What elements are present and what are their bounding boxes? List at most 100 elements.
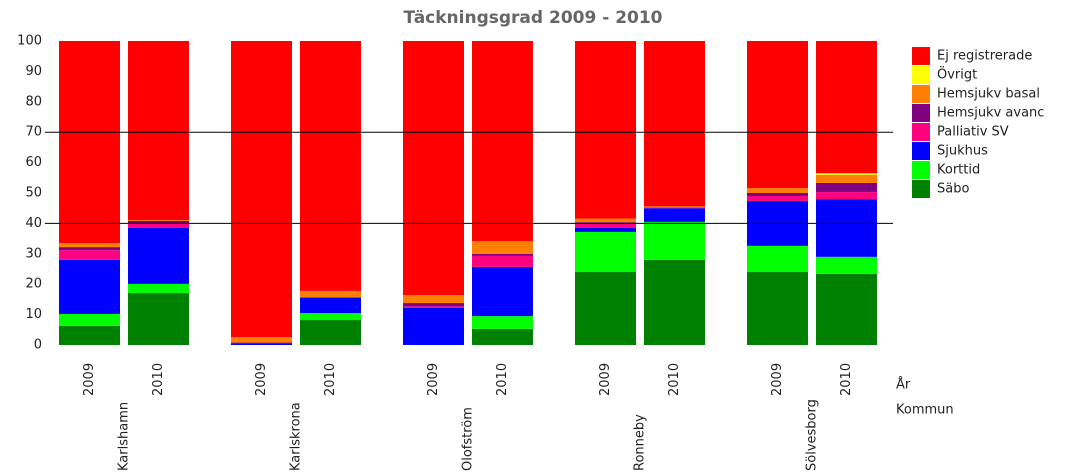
bar-segment [128,223,189,228]
bar-segment [59,250,120,260]
legend-label: Hemsjukv basal [937,87,1040,102]
bar-segment [747,188,808,193]
group-label: Ronneby [633,414,648,471]
bar-segment [403,306,464,308]
y-tick-label: 30 [25,246,42,261]
y-tick-label: 100 [17,34,42,49]
bar-segment [747,193,808,197]
bar-segment [816,174,877,183]
bar-segment [59,243,120,248]
bar-segment [816,192,877,200]
bar-segment [644,259,705,345]
bar-segment [816,182,877,193]
bar-segment [644,207,705,209]
legend-swatch [912,85,930,103]
bar-segment [472,328,533,345]
x-tick-label: 2009 [598,363,613,396]
legend-swatch [912,142,930,160]
bar-segment [403,307,464,345]
x-tick-label: 2009 [82,363,97,396]
x-tick-label: 2010 [839,363,854,396]
bar-segment [575,218,636,223]
bar-segment [300,41,361,291]
legend-swatch [912,161,930,179]
bar-segment [128,220,189,221]
bar-segment [59,313,120,326]
bar-segment [472,255,533,267]
x-tick-label: 2010 [495,363,510,396]
group-label: Olofström [461,407,476,471]
legend-label: Övrigt [937,66,977,83]
x-tick-label: 2009 [770,363,785,396]
bar-segment [59,259,120,314]
bar-segment [403,41,464,296]
bar-segment [403,295,464,304]
bar-segment [128,283,189,294]
bar-segment [59,325,120,345]
bar-segment [231,337,292,343]
bar-segment [575,231,636,273]
legend-label: Säbo [937,182,969,197]
bar-segment [231,41,292,338]
legend-swatch [912,123,930,141]
bar-segment [575,223,636,228]
bar-segment [300,296,361,298]
legend-label: Hemsjukv avanc [937,106,1044,121]
group-label: Sölvesborg [805,399,820,471]
bar-segment [644,221,705,260]
bar-segment [816,273,877,345]
x-tick-label: 2009 [254,363,269,396]
legend-swatch [912,180,930,198]
bar-segment [747,245,808,273]
bar-segment [300,290,361,297]
bar-segment [128,41,189,221]
bar-segment [575,222,636,224]
bar-segment [747,272,808,345]
bar-segment [472,266,533,317]
bar-segment [575,227,636,232]
y-tick-label: 20 [25,277,42,292]
y-tick-label: 80 [25,94,42,109]
bar-segment [59,41,120,244]
group-axis-label: Kommun [896,403,954,418]
legend-label: Palliativ SV [937,125,1009,140]
bar-segment [644,41,705,207]
bar-segment [644,208,705,222]
x-tick-label: 2009 [426,363,441,396]
bar-segment [472,253,533,256]
x-tick-label: 2010 [323,363,338,396]
bar-segment [231,342,292,344]
x-tick-label: 2010 [151,363,166,396]
bar-segment [231,343,292,345]
x-axis-label: År [896,377,911,393]
bar-segment [300,320,361,345]
bar-segment [747,196,808,201]
bar-segment [472,316,533,329]
group-label: Karlskrona [289,402,304,471]
bar-segment [403,303,464,307]
bar-segment [747,41,808,189]
bar-segment [816,256,877,274]
bar-segment [128,220,189,224]
legend-swatch [912,66,930,84]
bar-segment [300,297,361,314]
y-tick-label: 90 [25,64,42,79]
bar-segment [816,173,877,175]
x-tick-label: 2010 [667,363,682,396]
chart-title: Täckningsgrad 2009 - 2010 [403,8,662,28]
group-label: Karlshamn [117,402,132,471]
bar-segment [128,293,189,345]
legend-label: Korttid [937,163,980,178]
y-tick-label: 0 [34,338,42,353]
y-tick-label: 50 [25,186,42,201]
y-tick-label: 40 [25,216,42,231]
bar-segment [472,41,533,242]
bar-segment [300,313,361,321]
bar-segment [816,41,877,174]
bar-segment [816,199,877,257]
legend-swatch [912,104,930,122]
bar-segment [472,241,533,254]
legend-swatch [912,47,930,65]
bar-segment [59,247,120,251]
